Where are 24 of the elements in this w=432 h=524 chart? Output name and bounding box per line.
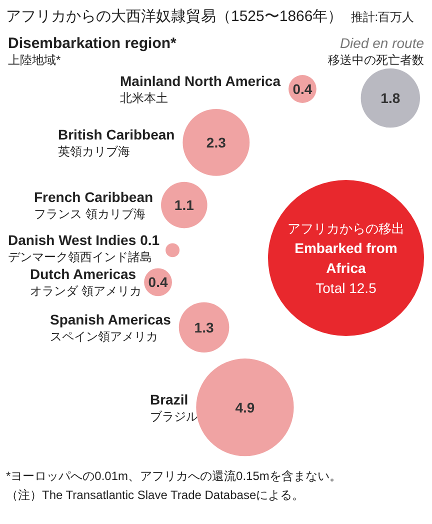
data-label: 4.9 (235, 399, 255, 416)
data-label: 1.8 (380, 90, 400, 106)
text: *ヨーロッパへの0.01m、アフリカへの還流0.15mを含まない。 (6, 469, 342, 483)
text: 上陸地域* (8, 53, 61, 67)
data-label: Total 12.5 (316, 280, 377, 296)
category-label: British Caribbean (58, 126, 175, 142)
text: （注）The Transatlantic Slave Trade Databaseによる。 (6, 488, 304, 502)
category-label: Dutch Americas (30, 266, 136, 282)
data-label: 1.3 (194, 319, 214, 336)
data-label: 0.1 (140, 232, 160, 248)
data-label: 1.1 (174, 197, 194, 214)
category-label: Mainland North America (120, 73, 281, 89)
text: 推計:百万人 (350, 10, 414, 24)
data-label: 2.3 (206, 134, 226, 150)
category-label: Died en route (340, 35, 424, 51)
category-label: Spanish Americas (50, 311, 172, 328)
category-label: French Caribbean (34, 189, 154, 206)
category-label: Danish West Indies (8, 232, 136, 248)
category-label: Embarked from Africa (294, 240, 398, 276)
text: Disembarkation region* (8, 35, 177, 52)
category-label: Brazil (150, 391, 188, 408)
text: アフリカからの大西洋奴隷貿易（1525〜1866年） (6, 8, 343, 25)
data-label: 0.4 (292, 81, 312, 97)
data-label: 0.4 (148, 274, 168, 290)
